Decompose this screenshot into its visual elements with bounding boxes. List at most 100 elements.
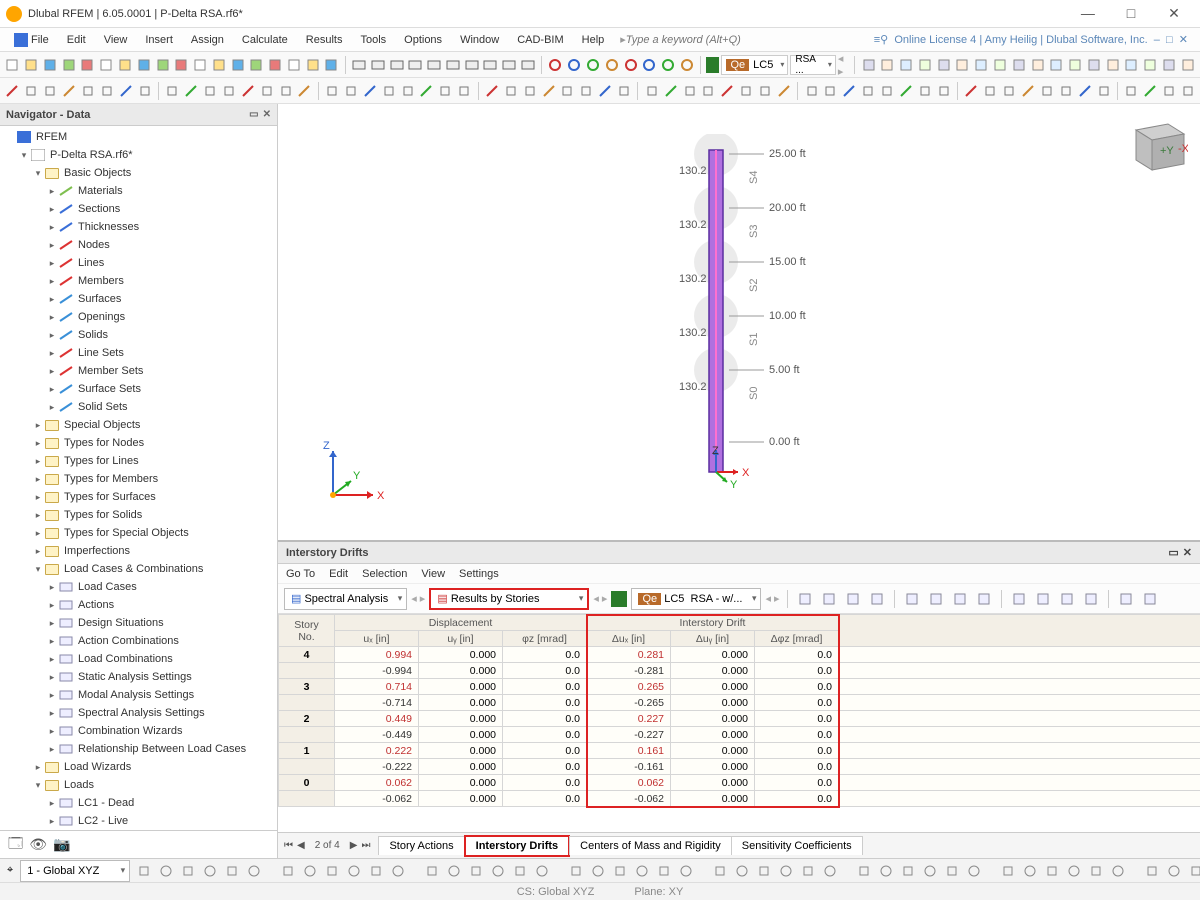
tb1-btn-b3[interactable] xyxy=(407,55,424,75)
sb-btn-7[interactable] xyxy=(302,861,318,881)
tb2-btn-30[interactable] xyxy=(597,81,614,101)
tree-imperfections[interactable]: ▸Imperfections xyxy=(0,542,277,560)
panel-tb-1[interactable] xyxy=(819,589,839,609)
analysis-dropdown[interactable]: ▤ Spectral Analysis xyxy=(284,588,407,610)
tree-p-delta-rsa-rf6-[interactable]: ▾P-Delta RSA.rf6* xyxy=(0,146,277,164)
tb1-btn-12[interactable] xyxy=(229,55,246,75)
tb1-btn-b0[interactable] xyxy=(351,55,368,75)
tree-materials[interactable]: ▸Materials xyxy=(0,182,277,200)
panel-tab-story-actions[interactable]: Story Actions xyxy=(378,836,464,855)
sb-btn-18[interactable] xyxy=(568,861,584,881)
menu-edit[interactable]: Edit xyxy=(59,32,94,48)
sb-btn-40[interactable] xyxy=(1088,861,1104,881)
sb-btn-32[interactable] xyxy=(900,861,916,881)
tree-rfem[interactable]: RFEM xyxy=(0,128,277,146)
tb1-btn-d3[interactable] xyxy=(917,55,934,75)
tb2-btn-42[interactable] xyxy=(841,81,858,101)
tb2-btn-59[interactable] xyxy=(1179,81,1196,101)
tree-thicknesses[interactable]: ▸Thicknesses xyxy=(0,218,277,236)
tb1-btn-b2[interactable] xyxy=(388,55,405,75)
tb1-btn-d11[interactable] xyxy=(1067,55,1084,75)
tb2-btn-28[interactable] xyxy=(559,81,576,101)
tree-load-cases[interactable]: ▸Load Cases xyxy=(0,578,277,596)
tb1-btn-16[interactable] xyxy=(304,55,321,75)
sb-btn-28[interactable] xyxy=(800,861,816,881)
tb2-btn-50[interactable] xyxy=(1001,81,1018,101)
tb2-btn-54[interactable] xyxy=(1076,81,1093,101)
nav-tab-camera-icon[interactable]: 📷 xyxy=(53,836,70,853)
tb2-btn-45[interactable] xyxy=(898,81,915,101)
tb2-btn-17[interactable] xyxy=(343,81,360,101)
model-viewport[interactable]: 130.2 lb25.00 ftS4130.2 lb20.00 ftS3130.… xyxy=(278,104,1200,540)
tb1-btn-0[interactable] xyxy=(4,55,21,75)
menu-options[interactable]: Options xyxy=(396,32,450,48)
tree-lines[interactable]: ▸Lines xyxy=(0,254,277,272)
panel-float-icon[interactable]: ▭ xyxy=(1168,546,1178,559)
nav-tab-data-icon[interactable]: 🗔 xyxy=(8,833,23,857)
sb-btn-0[interactable] xyxy=(136,861,152,881)
tb1-btn-d5[interactable] xyxy=(954,55,971,75)
green-square-icon[interactable] xyxy=(706,57,719,73)
coord-dropdown[interactable]: 1 - Global XYZ xyxy=(20,860,130,882)
sb-btn-6[interactable] xyxy=(280,861,296,881)
results-table[interactable]: StoryNo.DisplacementInterstory Driftuₓ [… xyxy=(278,614,1200,807)
menu-cadbim[interactable]: CAD-BIM xyxy=(509,32,571,48)
sb-btn-2[interactable] xyxy=(180,861,196,881)
tb1-btn-2[interactable] xyxy=(42,55,59,75)
tree-types-for-special-objects[interactable]: ▸Types for Special Objects xyxy=(0,524,277,542)
tree-loads[interactable]: ▾Loads xyxy=(0,776,277,794)
tb1-btn-c5[interactable] xyxy=(641,55,658,75)
tb1-btn-c0[interactable] xyxy=(547,55,564,75)
tb1-btn-d10[interactable] xyxy=(1048,55,1065,75)
sb-btn-10[interactable] xyxy=(368,861,384,881)
sb-btn-9[interactable] xyxy=(346,861,362,881)
tb2-btn-58[interactable] xyxy=(1161,81,1178,101)
tb1-btn-d9[interactable] xyxy=(1029,55,1046,75)
minimize-button[interactable]: — xyxy=(1068,5,1108,21)
tb2-btn-25[interactable] xyxy=(502,81,519,101)
sb-btn-25[interactable] xyxy=(734,861,750,881)
tb2-btn-2[interactable] xyxy=(42,81,59,101)
panel-tb-5[interactable] xyxy=(926,589,946,609)
sb-btn-35[interactable] xyxy=(966,861,982,881)
tb1-btn-b1[interactable] xyxy=(369,55,386,75)
panel-tb-10[interactable] xyxy=(1057,589,1077,609)
pager-next[interactable]: ▶ xyxy=(350,840,358,851)
menu-results[interactable]: Results xyxy=(298,32,351,48)
panel-tb-8[interactable] xyxy=(1009,589,1029,609)
tb2-btn-41[interactable] xyxy=(822,81,839,101)
tb2-btn-16[interactable] xyxy=(324,81,341,101)
panel-tb-3[interactable] xyxy=(867,589,887,609)
tb1-btn-b7[interactable] xyxy=(482,55,499,75)
tb2-btn-43[interactable] xyxy=(860,81,877,101)
tb1-btn-8[interactable] xyxy=(154,55,171,75)
tb2-btn-20[interactable] xyxy=(399,81,416,101)
tb2-btn-44[interactable] xyxy=(879,81,896,101)
tb1-btn-13[interactable] xyxy=(248,55,265,75)
tb1-btn-d14[interactable] xyxy=(1123,55,1140,75)
tb1-btn-b4[interactable] xyxy=(426,55,443,75)
tb1-btn-c6[interactable] xyxy=(660,55,677,75)
tb2-btn-37[interactable] xyxy=(738,81,755,101)
sb-btn-21[interactable] xyxy=(634,861,650,881)
sb-btn-19[interactable] xyxy=(590,861,606,881)
panel-tb-6[interactable] xyxy=(950,589,970,609)
tree-types-for-lines[interactable]: ▸Types for Lines xyxy=(0,452,277,470)
sb-btn-13[interactable] xyxy=(446,861,462,881)
panel-menu-selection[interactable]: Selection xyxy=(362,568,407,580)
tb1-btn-1[interactable] xyxy=(23,55,40,75)
panel-tb-7[interactable] xyxy=(974,589,994,609)
tb2-btn-48[interactable] xyxy=(963,81,980,101)
pager-first[interactable]: ⏮ xyxy=(284,840,293,851)
tb2-btn-15[interactable] xyxy=(296,81,313,101)
panel-tb-11[interactable] xyxy=(1081,589,1101,609)
tree-sections[interactable]: ▸Sections xyxy=(0,200,277,218)
qe-dropdown[interactable]: QeLC5 xyxy=(721,55,788,75)
tree-types-for-surfaces[interactable]: ▸Types for Surfaces xyxy=(0,488,277,506)
tb1-btn-d12[interactable] xyxy=(1085,55,1102,75)
rsa-dropdown[interactable]: RSA ... xyxy=(790,55,836,75)
tree-load-wizards[interactable]: ▸Load Wizards xyxy=(0,758,277,776)
view-cube[interactable]: +Y -X xyxy=(1116,112,1188,176)
sb-btn-37[interactable] xyxy=(1022,861,1038,881)
tb2-btn-12[interactable] xyxy=(239,81,256,101)
